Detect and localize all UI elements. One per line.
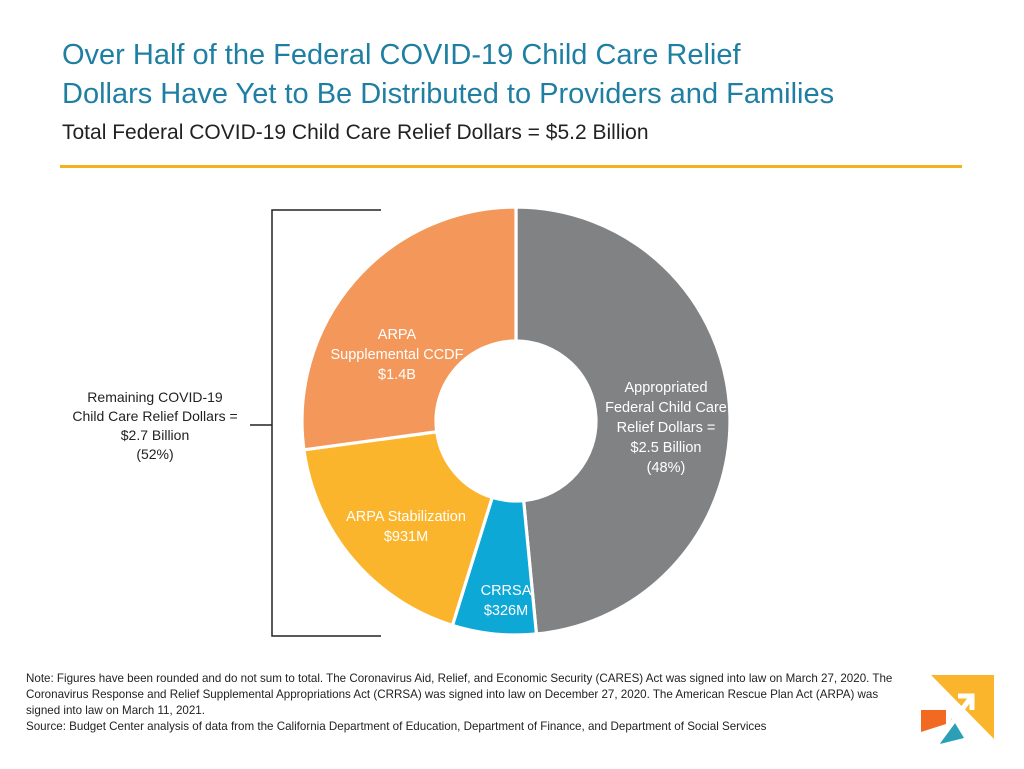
- slice-labels: Appropriated Federal Child Care Relief Dol…: [331, 327, 727, 619]
- slice-label-line: $2.5 Billion: [631, 440, 702, 456]
- title-line-1: Over Half of the Federal COVID-19 Child …: [62, 39, 741, 71]
- chart-subtitle: Total Federal COVID-19 Child Care Relief…: [62, 121, 649, 144]
- slice-label: ARPA Supplemental CCDF $1.4B: [331, 327, 464, 383]
- page-title: Over Half of the Federal COVID-19 Child …: [62, 36, 962, 114]
- slice-label-line: Relief Dollars =: [617, 420, 716, 436]
- donut-hole: [436, 341, 596, 501]
- source-text: Source: Budget Center analysis of data f…: [26, 720, 767, 733]
- donut-slices: [300, 205, 732, 637]
- slice-label-line: Federal Child Care: [605, 400, 727, 416]
- slice-label: CRRSA $326M: [481, 583, 532, 619]
- slice-label: ARPA Stabilization $931M: [346, 509, 466, 545]
- logo-teal-shape: [940, 718, 964, 744]
- slice-label-line: CRRSA: [481, 583, 532, 599]
- slice-label: Appropriated Federal Child Care Relief Dol…: [605, 380, 727, 476]
- remaining-label-line: Child Care Relief Dollars =: [72, 408, 238, 424]
- slice-label-line: Supplemental CCDF: [331, 347, 464, 363]
- donut-chart: Appropriated Federal Child Care Relief Dol…: [250, 205, 732, 637]
- footnote: Note: Figures have been rounded and do n…: [26, 671, 906, 735]
- remaining-label-line: Remaining COVID-19: [87, 389, 223, 405]
- slice-label-line: ARPA Stabilization: [346, 509, 466, 525]
- slice-label-line: (48%): [647, 460, 686, 476]
- remaining-label-line: $2.7 Billion: [120, 427, 190, 443]
- remaining-label: Remaining COVID-19 Child Care Relief Dol…: [60, 388, 250, 464]
- slice-label-line: Appropriated: [624, 380, 707, 396]
- remaining-label-line: (52%): [136, 446, 174, 462]
- arrow-logo-icon: [921, 675, 994, 744]
- slice-label-line: ARPA: [378, 327, 417, 343]
- bracket-line: [271, 209, 381, 637]
- slice-label-line: $931M: [384, 529, 428, 545]
- slice-label-line: $1.4B: [378, 367, 416, 383]
- logo-arrow: [935, 693, 975, 744]
- remaining-bracket: [250, 209, 381, 637]
- logo-orange-shape: [921, 710, 946, 732]
- divider-rule: [60, 165, 962, 168]
- note-text: Note: Figures have been rounded and do n…: [26, 672, 893, 717]
- title-line-2: Dollars Have Yet to Be Distributed to Pr…: [62, 78, 835, 110]
- slice-label-line: $326M: [484, 603, 528, 619]
